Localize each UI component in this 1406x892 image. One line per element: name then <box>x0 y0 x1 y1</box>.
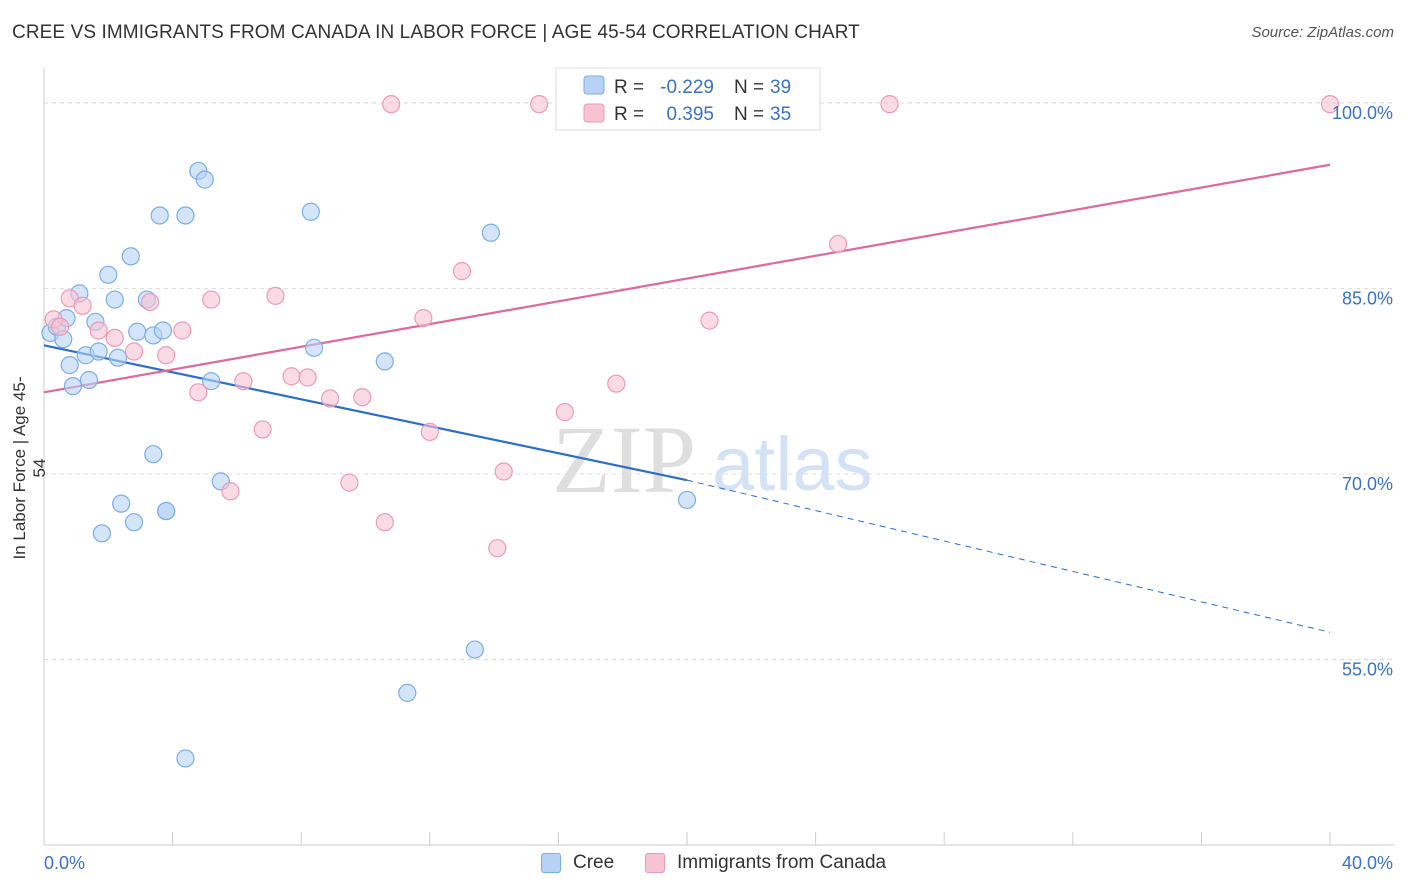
cree-point-22 <box>150 206 169 225</box>
legend-item-cree[interactable]: Cree <box>541 852 614 874</box>
watermark-zip: ZIP <box>552 406 696 513</box>
cree-point-27 <box>195 170 214 189</box>
legend-cree-r-label: R = <box>614 77 644 98</box>
x-tick-label-max: 40.0% <box>1342 853 1393 873</box>
legend-label-canada: Immigrants from Canada <box>677 852 887 873</box>
legend-canada-r-value: 0.395 <box>666 104 714 125</box>
cree-point-34 <box>481 223 500 242</box>
canada-point-18 <box>321 389 340 408</box>
cree-point-28 <box>202 372 221 391</box>
cree-point-4 <box>60 356 79 375</box>
cree-point-33 <box>375 352 394 371</box>
canada-point-19 <box>340 473 359 492</box>
legend-cree-r-value: -0.229 <box>660 77 714 98</box>
legend-bottom: Cree Immigrants from Canada <box>0 850 1406 880</box>
cree-point-11 <box>92 524 111 543</box>
cree-point-36 <box>398 683 417 702</box>
canada-point-17 <box>298 368 317 387</box>
cree-point-32 <box>304 338 324 357</box>
legend-canada-n-label: N = <box>734 104 764 125</box>
canada-trend-line <box>43 163 1331 394</box>
legend-canada-r-label: R = <box>614 104 644 125</box>
canada-point-6 <box>124 342 144 361</box>
x-tick-labels: 0.0% 40.0% <box>44 853 1393 873</box>
canada-point-4 <box>89 321 108 340</box>
canada-point-13 <box>234 372 253 391</box>
legend-canada-swatch <box>583 103 605 123</box>
legend-swatch-canada <box>645 853 665 873</box>
cree-point-12 <box>99 265 118 284</box>
y-tick-label-0: 55.0% <box>1342 659 1393 679</box>
canada-point-7 <box>140 292 160 312</box>
canada-point-3 <box>73 296 92 315</box>
cree-trend-extension <box>686 479 1331 633</box>
legend-canada-n-value: 35 <box>770 104 791 125</box>
legend-top: R = -0.229 N = 39 R = 0.395 N = 35 <box>555 67 821 131</box>
cree-point-14 <box>108 348 128 367</box>
canada-point-28 <box>530 95 549 114</box>
canada-point-14 <box>253 420 272 439</box>
canada-point-33 <box>880 95 899 114</box>
cree-point-30 <box>176 749 195 768</box>
axes <box>43 68 1395 846</box>
canada-point-5 <box>105 328 124 348</box>
cree-point-35 <box>465 640 484 659</box>
canada-point-9 <box>173 321 192 340</box>
canada-point-16 <box>282 367 301 386</box>
chart-title: CREE VS IMMIGRANTS FROM CANADA IN LABOR … <box>12 22 860 43</box>
canada-point-10 <box>189 383 208 402</box>
canada-point-32 <box>829 234 848 254</box>
legend-cree-n-value: 39 <box>770 77 791 98</box>
legend-item-canada[interactable]: Immigrants from Canada <box>645 852 886 874</box>
legend-cree-n-label: N = <box>734 77 764 98</box>
cree-point-21 <box>144 445 163 464</box>
cree-trend-line <box>43 344 688 482</box>
canada-point-27 <box>494 462 513 481</box>
canada-point-1 <box>50 317 70 336</box>
source-label: Source: ZipAtlas.com <box>1251 24 1394 41</box>
canada-point-15 <box>266 286 285 305</box>
canada-point-29 <box>555 403 574 422</box>
cree-point-15 <box>112 494 131 513</box>
y-tick-labels: 55.0% 70.0% 85.0% 100.0% <box>1332 103 1393 680</box>
canada-point-25 <box>452 262 472 281</box>
cree-point-5 <box>63 377 83 396</box>
cree-point-18 <box>128 322 147 341</box>
canada-point-11 <box>202 290 221 309</box>
canada-point-20 <box>353 388 372 407</box>
y-tick-label-1: 70.0% <box>1342 474 1393 494</box>
canada-point-23 <box>414 309 433 328</box>
cree-point-38 <box>157 501 176 521</box>
canada-point-12 <box>221 482 240 501</box>
cree-point-25 <box>176 206 195 225</box>
cree-point-16 <box>121 247 140 266</box>
cree-point-10 <box>89 342 108 361</box>
y-axis-label: In Labor Force | Age 45-54 <box>10 376 49 560</box>
y-tick-label-2: 85.0% <box>1342 288 1393 308</box>
legend-swatch-cree <box>541 853 561 873</box>
y-tick-label-3: 100.0% <box>1332 103 1393 123</box>
canada-point-34 <box>1320 95 1340 114</box>
canada-point-24 <box>420 422 439 442</box>
cree-point-13 <box>105 290 124 309</box>
canada-point-22 <box>375 513 394 532</box>
watermark-atlas: atlas <box>712 422 873 507</box>
trend-lines <box>43 163 1331 633</box>
legend-cree-swatch <box>583 75 605 95</box>
legend-label-cree: Cree <box>573 852 615 873</box>
canada-point-30 <box>607 374 626 393</box>
cree-point-37 <box>677 490 697 510</box>
cree-point-17 <box>124 513 144 532</box>
cree-point-23 <box>153 321 173 340</box>
canada-point-21 <box>382 95 401 114</box>
canada-point-31 <box>700 311 719 330</box>
x-tick-label-min: 0.0% <box>44 853 85 873</box>
cree-point-8 <box>79 370 99 390</box>
canada-point-8 <box>157 346 176 365</box>
canada-points <box>44 95 1340 558</box>
watermark: ZIP atlas <box>552 406 873 513</box>
cree-point-31 <box>301 202 320 221</box>
canada-point-26 <box>488 539 507 558</box>
